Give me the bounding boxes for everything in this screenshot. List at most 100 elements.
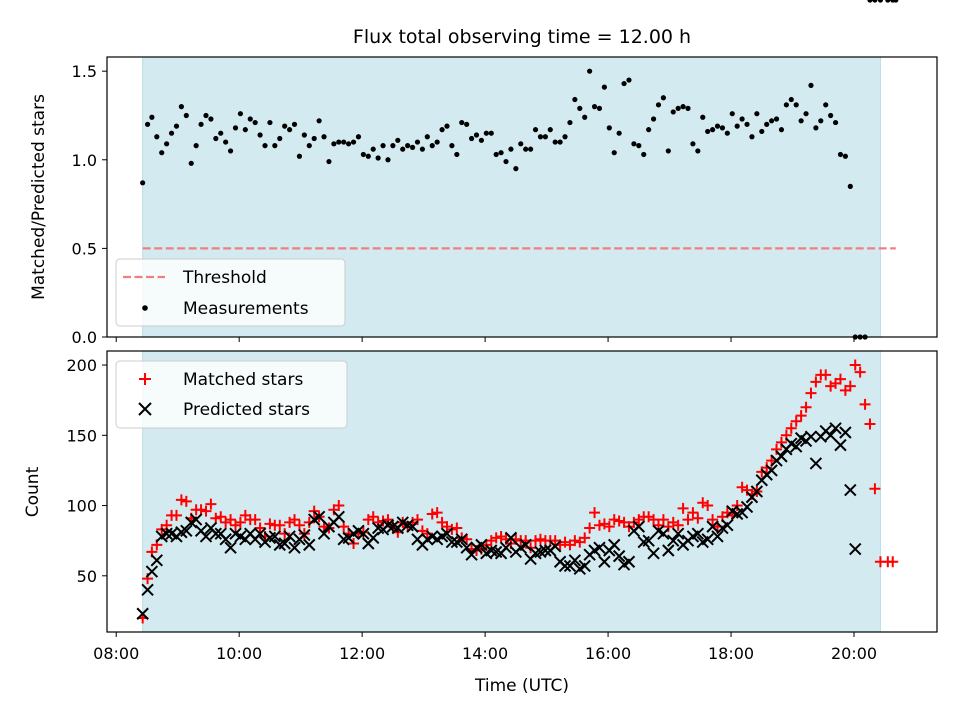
predicted-star-point	[765, 464, 778, 477]
measurement-point	[227, 148, 234, 154]
measurement-point	[685, 105, 691, 111]
predicted-star-point	[312, 510, 326, 523]
matched-star-point	[805, 387, 817, 399]
predicted-star-point	[219, 533, 232, 546]
measurement-point	[173, 123, 180, 129]
matched-star-point	[195, 504, 207, 516]
predicted-star-point	[332, 510, 345, 523]
matched-star-point	[175, 494, 187, 506]
measurement-point	[365, 153, 371, 159]
matched-star-point	[682, 514, 694, 526]
measurement-point	[885, 0, 891, 3]
measurement-point	[803, 111, 809, 117]
predicted-star-point	[278, 537, 291, 550]
measurement-point	[808, 82, 814, 88]
measurement-point	[375, 155, 381, 161]
measurement-point	[793, 102, 799, 108]
matched-star-point	[367, 511, 379, 523]
measurement-point	[409, 144, 416, 150]
ratio-legend: Threshold Measurements	[115, 258, 346, 327]
matched-star-point	[490, 532, 502, 544]
matched-star-point	[579, 532, 591, 544]
predicted-star-point	[504, 531, 518, 545]
measurement-point	[650, 116, 657, 122]
matched-star-point	[451, 522, 463, 534]
measurement-point	[513, 166, 519, 172]
predicted-star-point	[209, 527, 223, 540]
matched-star-point	[834, 373, 846, 385]
predicted-star-point	[829, 422, 842, 435]
predicted-star-point	[839, 426, 852, 439]
matched-star-point	[657, 514, 669, 526]
ratio-y-tick-label: 1.5	[72, 62, 97, 81]
measurement-point	[872, 0, 878, 3]
predicted-star-point	[160, 527, 173, 540]
matched-star-point	[844, 380, 856, 392]
measurement-point	[218, 130, 224, 136]
matched-star-point	[411, 514, 423, 526]
measurement-point	[616, 130, 622, 136]
measurement-point	[468, 135, 475, 142]
matched-star-point	[289, 514, 301, 526]
measurement-point	[739, 116, 745, 122]
predicted-star-point	[568, 554, 582, 567]
matched-star-point	[338, 521, 350, 533]
predicted-star-point	[141, 583, 154, 597]
measurement-point	[183, 112, 189, 119]
predicted-star-point	[136, 607, 149, 620]
measurement-point	[247, 116, 253, 122]
predicted-star-point	[622, 555, 636, 568]
measurement-point	[459, 119, 465, 126]
predicted-star-point	[199, 530, 213, 543]
predicted-star-point	[150, 554, 164, 567]
matched-star-point	[293, 519, 305, 531]
matched-star-point	[761, 462, 773, 474]
predicted-star-point	[647, 547, 660, 560]
measurement-point	[532, 127, 539, 133]
measurement-point	[557, 139, 563, 145]
x-tick-label: 10:00	[216, 644, 262, 663]
measurement-point	[331, 141, 337, 147]
measurement-point	[749, 134, 755, 140]
measurement-point	[641, 151, 647, 158]
count-legend-box	[115, 360, 348, 429]
predicted-star-point	[642, 534, 655, 547]
measurement-point	[837, 151, 844, 158]
measurement-point	[193, 143, 199, 149]
predicted-star-point	[189, 513, 203, 526]
measurement-point	[591, 104, 598, 110]
predicted-star-point	[357, 527, 370, 540]
measurement-point	[321, 134, 327, 140]
measurement-point	[370, 146, 376, 152]
measurement-point	[306, 143, 312, 149]
measurement-point	[454, 151, 460, 158]
measurement-point	[503, 158, 509, 165]
matched-star-point	[431, 507, 443, 519]
matched-star-point	[254, 522, 266, 534]
matched-star-point	[775, 436, 787, 448]
count-axes: 08:00 10:00 12:00 14:00 16:00 18:00 20:00 50 100…	[66, 356, 877, 663]
predicted-star-point	[578, 559, 591, 573]
measurement-point	[257, 132, 263, 138]
measurement-point	[818, 118, 824, 124]
measurement-point	[636, 143, 642, 149]
predicted-stars-legend-swatch	[138, 402, 152, 416]
matched-star-point	[569, 535, 581, 547]
predicted-star-point	[706, 520, 719, 533]
measurement-point	[159, 150, 165, 156]
matched-star-point	[648, 514, 660, 526]
x-tick-label: 08:00	[93, 644, 139, 663]
predicted-star-point	[598, 555, 611, 568]
measurement-point	[237, 111, 244, 117]
matched-stars-legend-label: Matched stars	[183, 370, 303, 390]
predicted-star-point	[268, 530, 282, 543]
count-y-tick-label: 200	[66, 356, 97, 375]
measurement-point	[164, 141, 170, 147]
matched-star-point	[795, 410, 807, 422]
predicted-star-point	[662, 544, 675, 557]
measurement-point	[291, 121, 298, 127]
matched-star-point	[200, 505, 212, 517]
predicted-star-point	[844, 483, 857, 497]
x-tick-label: 20:00	[831, 644, 877, 663]
